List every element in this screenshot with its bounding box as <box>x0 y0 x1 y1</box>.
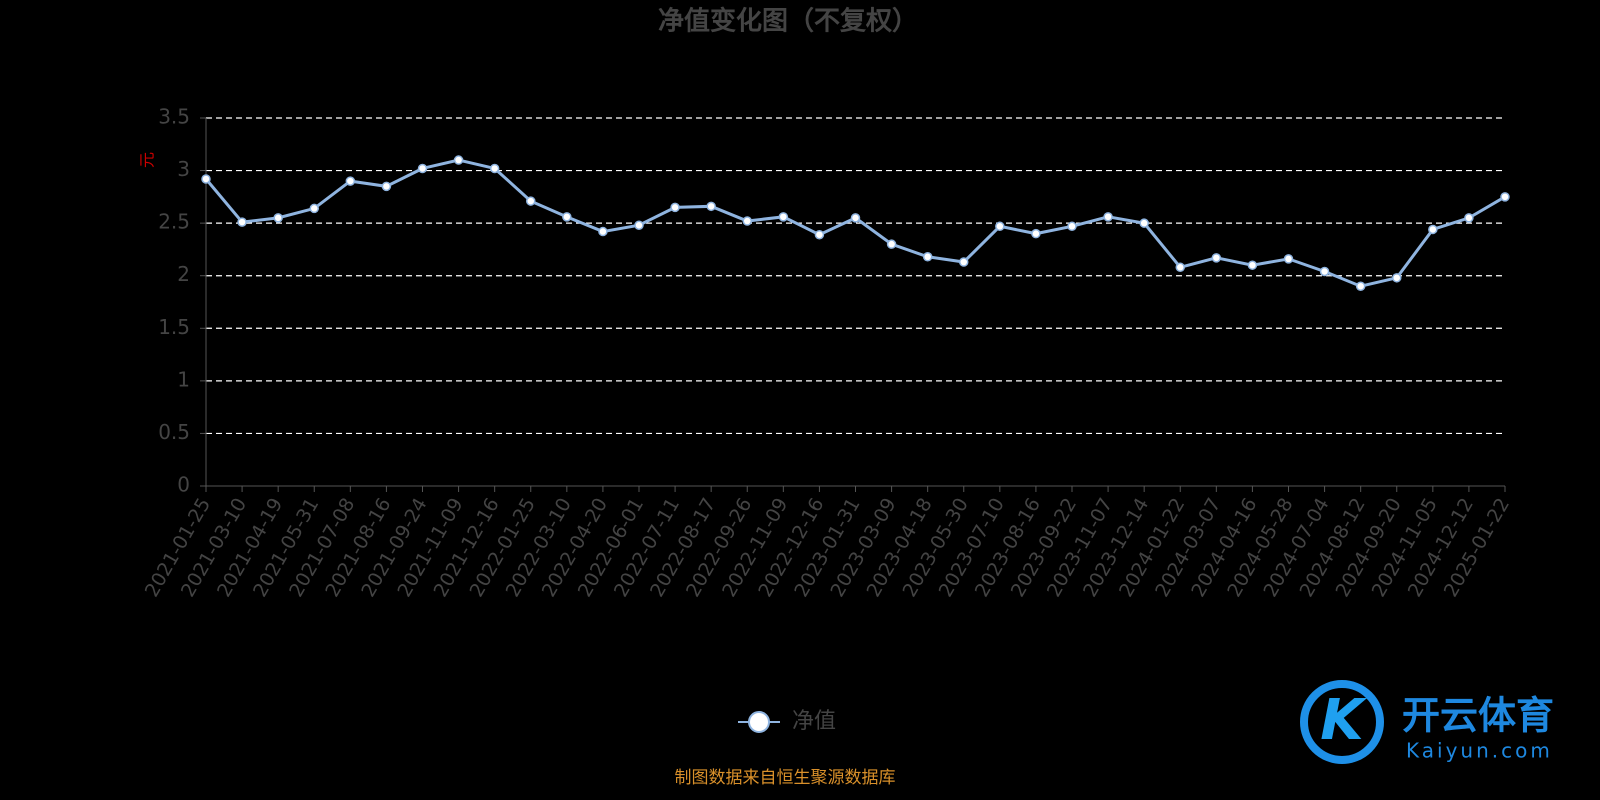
point <box>598 226 608 237</box>
point <box>706 201 716 212</box>
point <box>778 212 789 222</box>
point <box>201 174 211 184</box>
y-tick-label: 2 <box>177 262 190 286</box>
point <box>959 257 969 267</box>
point <box>381 181 392 192</box>
point <box>670 202 680 213</box>
point <box>850 213 861 223</box>
point <box>1500 192 1510 202</box>
point <box>1067 221 1077 232</box>
point <box>237 217 247 227</box>
point <box>1103 212 1113 222</box>
point <box>273 213 283 223</box>
watermark-text: 开云体育 <box>1402 694 1554 738</box>
point <box>886 239 897 249</box>
logo-k: K <box>1320 688 1367 753</box>
point <box>1139 218 1149 228</box>
point <box>309 203 319 214</box>
point <box>1355 281 1366 291</box>
logo-ring <box>1300 680 1384 764</box>
y-tick-label: 3 <box>177 157 190 181</box>
watermark-url: Kaiyun.com <box>1406 739 1553 763</box>
point <box>526 196 536 206</box>
point <box>1247 260 1258 270</box>
y-tick-label: 1.5 <box>158 315 190 339</box>
point <box>489 163 500 174</box>
y-axis-label: 元 <box>138 152 157 168</box>
point <box>1428 224 1438 235</box>
point <box>742 216 752 226</box>
source-note: 制图数据来自恒生聚源数据库 <box>675 768 896 788</box>
y-tick-label: 2.5 <box>158 210 190 234</box>
point <box>1283 254 1294 264</box>
point <box>345 176 356 186</box>
point <box>922 252 933 262</box>
point <box>634 220 644 230</box>
point <box>1392 273 1402 283</box>
legend-marker <box>748 711 770 733</box>
y-tick-label: 0.5 <box>158 420 190 444</box>
chart-title: 净值变化图（不复权） <box>658 6 918 37</box>
point <box>814 229 825 240</box>
point <box>453 155 464 165</box>
point <box>1031 228 1041 239</box>
point <box>1175 262 1185 273</box>
y-tick-label: 3.5 <box>158 105 190 129</box>
point <box>1319 266 1330 277</box>
point <box>995 221 1005 232</box>
watermark: K 开云体育 Kaiyun.com <box>1300 680 1554 764</box>
point <box>1464 213 1474 223</box>
point <box>1211 253 1222 263</box>
y-tick-label: 1 <box>177 367 190 391</box>
point <box>562 212 572 222</box>
point <box>417 163 428 174</box>
y-tick-label: 0 <box>177 473 190 497</box>
legend-label[interactable]: 净值 <box>792 709 836 734</box>
